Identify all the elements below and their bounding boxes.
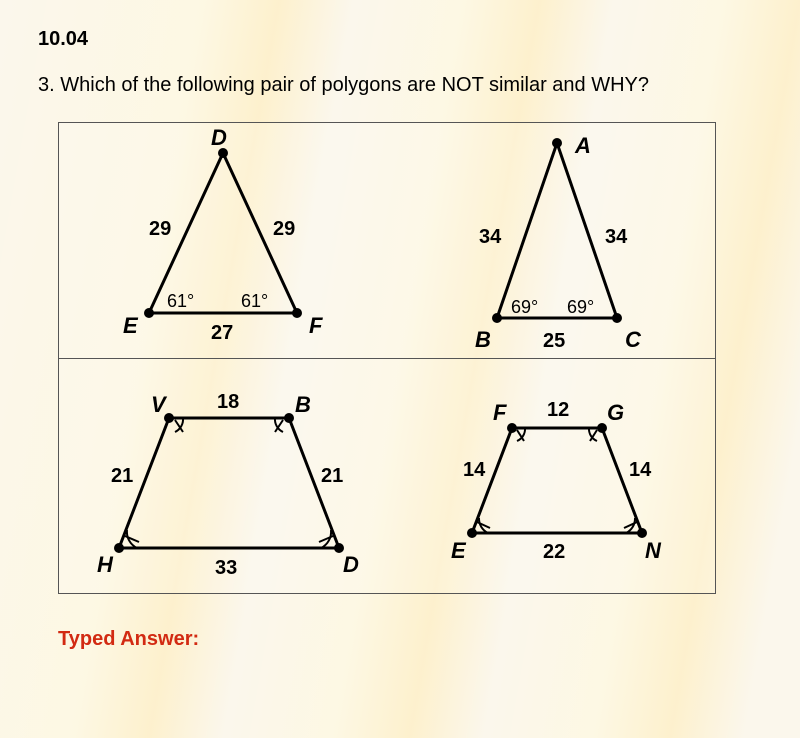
vertex-label: N	[645, 538, 662, 563]
worksheet-page: 10.04 3. Which of the following pair of …	[0, 0, 800, 738]
figure-row: D E F 29 29 27 61° 61° A B	[59, 123, 715, 359]
vertex-label: H	[97, 552, 114, 577]
side-label: 21	[321, 465, 343, 487]
side-label: 29	[273, 218, 295, 240]
vertex-label: F	[493, 400, 507, 425]
side-label: 33	[215, 557, 237, 579]
triangle-def: D E F 29 29 27 61° 61°	[59, 123, 387, 358]
vertex-label: D	[211, 125, 227, 150]
side-label: 29	[149, 218, 171, 240]
angle-label: 61°	[241, 291, 268, 311]
vertex-label: E	[123, 313, 139, 338]
figure-cell-trap-vbhd: V B H D 18 21 21 33	[59, 358, 387, 593]
figure-grid: D E F 29 29 27 61° 61° A B	[58, 122, 716, 594]
question-number: 3.	[38, 74, 55, 96]
section-number: 10.04	[38, 28, 88, 51]
side-label: 27	[211, 322, 233, 344]
angle-label: 61°	[167, 291, 194, 311]
typed-answer-label: Typed Answer:	[58, 628, 199, 651]
vertex-label: G	[607, 400, 624, 425]
side-label: 25	[543, 330, 565, 352]
triangle-abc: A B C 34 34 25 69° 69°	[387, 123, 715, 358]
vertex-label: A	[574, 133, 591, 158]
figure-cell-tri-abc: A B C 34 34 25 69° 69°	[387, 123, 715, 358]
vertex-label: B	[295, 392, 311, 417]
question-text: Which of the following pair of polygons …	[60, 74, 649, 96]
side-label: 18	[217, 391, 239, 413]
angle-label: 69°	[511, 297, 538, 317]
side-label: 14	[463, 459, 486, 481]
angle-label: 69°	[567, 297, 594, 317]
side-label: 34	[479, 226, 502, 248]
side-label: 34	[605, 226, 628, 248]
vertex-label: D	[343, 552, 359, 577]
trapezoid-fgen: F G E N 12 14 14 22	[387, 358, 715, 593]
vertex-label: E	[451, 538, 467, 563]
trapezoid-vbhd: V B H D 18 21 21 33	[59, 358, 387, 593]
vertex-label: B	[475, 327, 491, 352]
side-label: 14	[629, 459, 652, 481]
vertex-label: F	[309, 313, 323, 338]
vertex-label: C	[625, 327, 642, 352]
figure-cell-trap-fgen: F G E N 12 14 14 22	[387, 358, 715, 593]
side-label: 21	[111, 465, 133, 487]
figure-cell-tri-def: D E F 29 29 27 61° 61°	[59, 123, 387, 358]
figure-row: V B H D 18 21 21 33	[59, 358, 715, 593]
side-label: 22	[543, 541, 565, 563]
question-line: 3. Which of the following pair of polygo…	[38, 74, 649, 97]
side-label: 12	[547, 399, 569, 421]
vertex-label: V	[151, 392, 168, 417]
